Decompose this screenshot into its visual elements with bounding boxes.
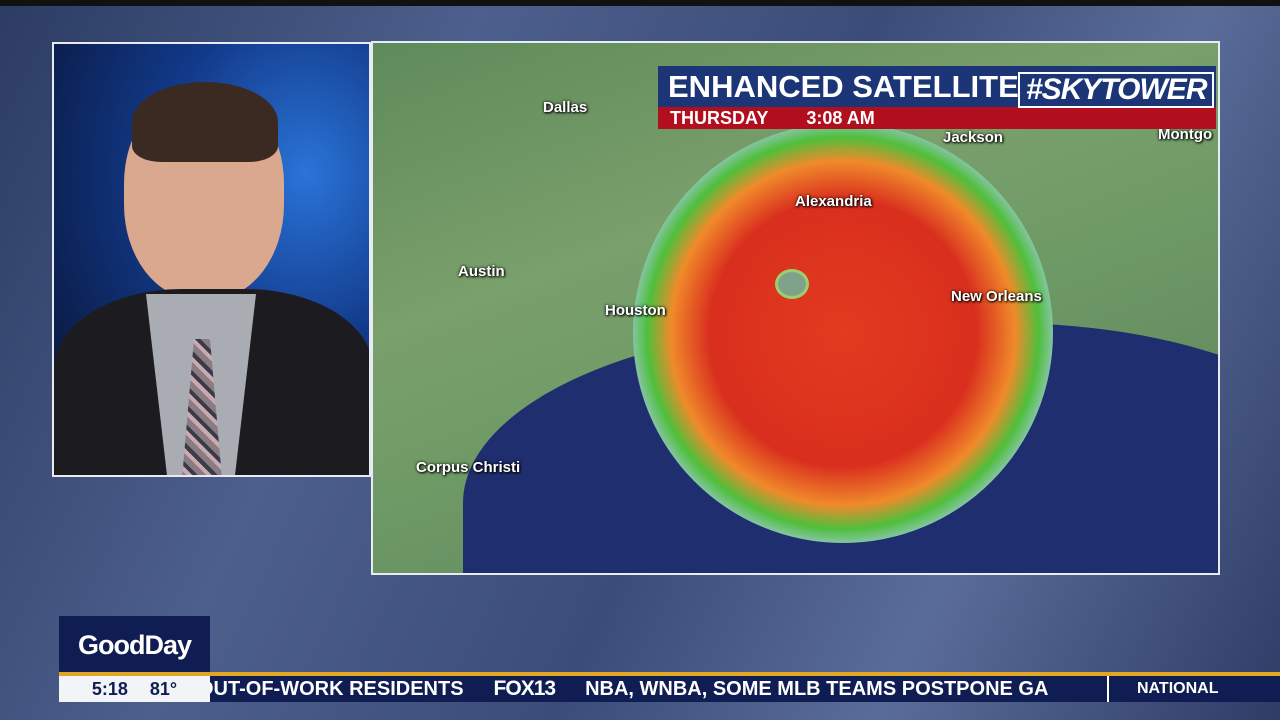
clock: 5:18 [91, 678, 128, 699]
goodday-logo: GoodDay [59, 616, 210, 676]
city-label: Montgo [1158, 126, 1213, 143]
graphic-timestamp: THURSDAY 3:08 AM [658, 107, 1216, 129]
temperature: 81° [149, 678, 178, 699]
ticker-section-label: NATIONAL [1107, 676, 1280, 702]
ticker-item: NBA, WNBA, SOME MLB TEAMS POSTPONE GA [585, 677, 1049, 700]
storm-eye [775, 269, 809, 299]
ticker-accent-line [210, 672, 1280, 676]
time-label: 3:08 AM [806, 108, 875, 128]
city-label: Alexandria [795, 193, 872, 210]
top-border [0, 0, 1280, 6]
city-label: Dallas [543, 99, 588, 116]
clock-weather: 5:18 81° [59, 676, 210, 702]
city-label: Jackson [943, 129, 1004, 146]
city-label: New Orleans [951, 288, 1042, 305]
city-label: Austin [458, 263, 505, 280]
skytower-logo: #SKYTOWER [1018, 72, 1215, 108]
city-label: Houston [605, 302, 666, 319]
ticker-item: OUT-OF-WORK RESIDENTS [210, 677, 464, 700]
city-label: Corpus Christi [416, 459, 521, 476]
storm-outer-band [633, 123, 1053, 543]
presenter-camera-feed [52, 42, 371, 477]
satellite-map: Dallas Austin Houston Corpus Christi Ale… [371, 41, 1220, 575]
fox13-logo: FOX13 [493, 677, 557, 700]
presenter-hair [132, 82, 278, 162]
news-ticker: OUT-OF-WORK RESIDENTS FOX13 NBA, WNBA, S… [210, 676, 1280, 702]
day-label: THURSDAY [670, 108, 769, 128]
